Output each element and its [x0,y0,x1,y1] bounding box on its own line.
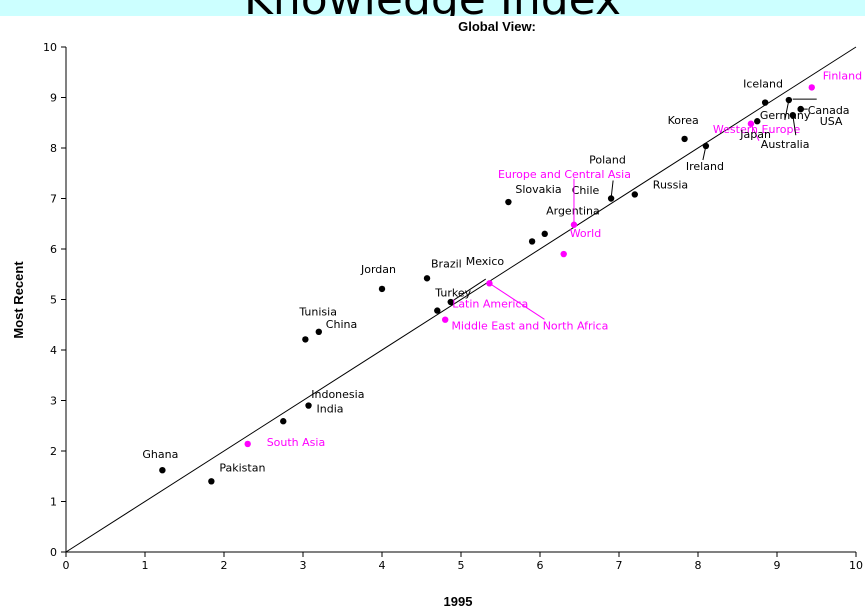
x-tick-label-1: 1 [142,559,149,572]
x-tick-label-5: 5 [458,559,465,572]
y-tick-label-6: 6 [50,243,57,256]
point-japan [754,118,761,125]
point-label-jordan: Jordan [360,263,396,276]
x-tick-label-6: 6 [537,559,544,572]
point-india [305,402,312,409]
point-indonesia [280,418,287,425]
point-label-japan: Japan [739,128,771,141]
point-label-canada: Canada [808,104,850,117]
point-label-middle-east-and-north-africa: Middle East and North Africa [451,319,608,332]
point-world [560,250,567,258]
y-tick-label-0: 0 [50,546,57,559]
point-label-australia: Australia [761,138,810,151]
point-russia [631,191,638,198]
point-label-argentina: Argentina [546,204,600,217]
point-mexico [447,298,454,306]
point-label-mexico: Mexico [466,255,505,268]
point-ghana [159,466,166,474]
y-tick-label-4: 4 [50,344,57,357]
point-label-poland: Poland [589,154,626,167]
reference-line [65,46,857,553]
point-label-south-asia: South Asia [267,436,326,449]
point-label-ireland: Ireland [686,160,724,173]
plot-layer: 0 1 2 3 4 5 6 7 8 9 10 0 1 2 3 4 5 6 7 8 9 10 Ghana PakistanSou… [43,41,863,572]
point-turkey [434,307,441,314]
x-tick-label-3: 3 [300,559,307,572]
point-label-pakistan: Pakistan [219,461,265,474]
y-tick-label-8: 8 [50,142,57,155]
point-label-china: China [326,318,357,331]
point-label-finland: Finland [823,69,862,82]
y-tick-label-3: 3 [50,395,57,408]
point-south-asia [244,440,251,448]
point-tunisia [302,336,309,343]
point-western-europe [747,120,755,127]
point-finland [808,84,815,91]
point-korea [681,135,688,143]
point-australia [789,111,796,119]
y-tick-label-10: 10 [43,41,57,54]
x-axis-title: 1995 [444,594,473,609]
point-label-korea: Korea [668,114,699,127]
x-tick-label-8: 8 [695,559,702,572]
point-iceland [761,99,769,106]
x-tick-label-0: 0 [63,559,70,572]
point-china [315,328,322,336]
point-brazil [423,275,431,282]
y-tick-label-9: 9 [50,92,57,105]
point-label-indonesia: Indonesia [311,388,364,401]
point-slovakia [505,198,512,206]
point-label-tunisia: Tunisia [298,305,337,318]
point-label-world: World [570,227,602,240]
leader-middle-east-and-north-africa [489,282,545,320]
point-label-turkey: Turkey [434,287,471,300]
y-tick-label-5: 5 [50,294,57,307]
leader-australia [792,115,797,136]
point-argentina [528,238,536,245]
x-tick-label-4: 4 [379,559,386,572]
banner: Knowledge Index [0,0,865,16]
point-ireland [702,142,710,150]
x-tick-label-2: 2 [221,559,228,572]
y-tick-label-2: 2 [50,445,57,458]
point-chile [541,230,548,238]
point-label-germany: Germany [760,109,811,122]
point-middle-east-and-north-africa [486,280,493,287]
chart-title: Global View: [458,19,536,34]
x-tick-label-7: 7 [616,559,623,572]
y-axis-title: Most Recent [11,261,26,339]
point-latin-america [442,316,449,323]
y-tick-label-1: 1 [50,496,57,509]
y-tick-label-7: 7 [50,193,57,206]
point-label-india: India [317,403,344,416]
point-usa [797,105,804,113]
point-pakistan [208,478,215,485]
x-tick-label-10: 10 [849,559,863,572]
leader-germany [784,99,790,121]
x-tick-label-9: 9 [774,559,781,572]
banner-title: Knowledge Index [0,0,865,16]
point-jordan [378,285,386,293]
point-poland [607,195,615,202]
point-label-latin-america: Latin America [452,298,528,311]
point-label-usa: USA [820,115,843,128]
point-label-brazil: Brazil [431,257,462,270]
point-germany [785,96,793,104]
point-label-iceland: Iceland [743,78,783,91]
point-europe-and-central-asia [570,221,578,228]
point-label-chile: Chile [572,184,600,197]
point-label-western-europe: Western Europe [713,123,801,136]
point-label-europe-and-central-asia: Europe and Central Asia [498,168,631,181]
leader-mexico [450,278,487,303]
point-label-slovakia: Slovakia [515,183,561,196]
point-label-russia: Russia [653,178,688,191]
point-label-ghana: Ghana [142,448,178,461]
